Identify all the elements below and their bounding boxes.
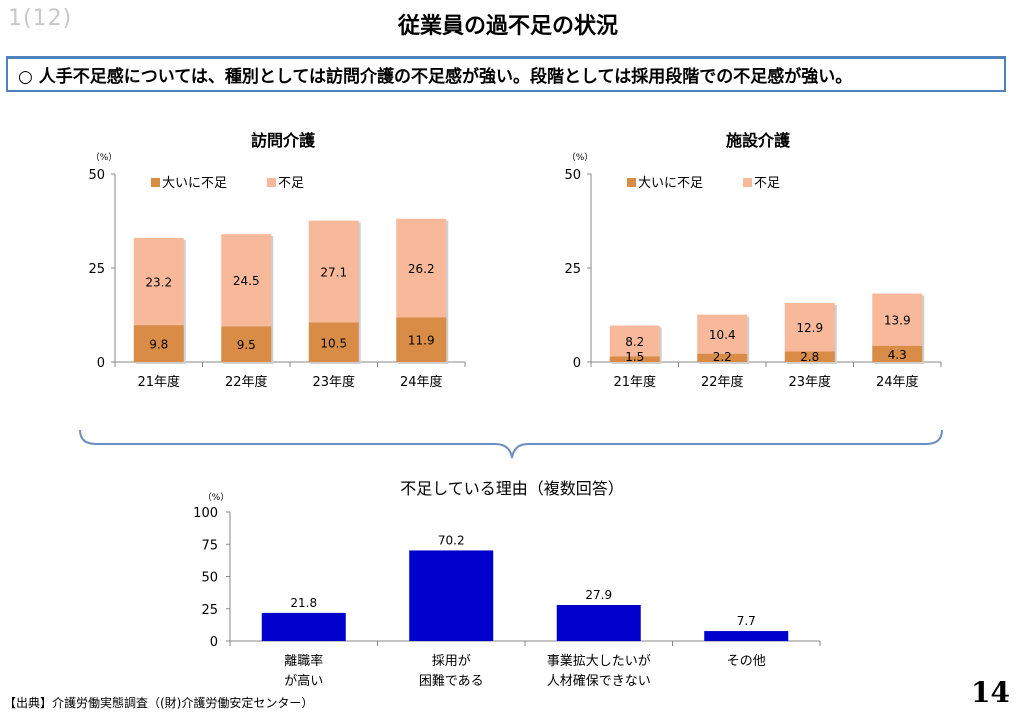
data-label-severe: 11.9: [408, 334, 435, 348]
data-label-shortage: 24.5: [233, 274, 260, 288]
summary-text: ○ 人手不足感については、種別としては訪問介護の不足感が強い。段階としては採用段…: [18, 67, 853, 87]
y-tick-label: 0: [210, 635, 218, 650]
legend-label: 不足: [754, 176, 780, 191]
page-number: 14: [971, 676, 1010, 709]
data-label-severe: 9.8: [149, 338, 168, 352]
bracket-brace: [79, 429, 943, 459]
title-rule: [6, 56, 1006, 58]
bar-shortage: [872, 293, 923, 346]
legend-swatch: [743, 178, 752, 187]
data-label-severe: 2.8: [800, 350, 819, 364]
x-tick-label: 採用が: [432, 654, 471, 669]
data-label-shortage: 10.4: [709, 328, 736, 342]
chart-title: 施設介護: [726, 131, 791, 150]
data-label-severe: 4.3: [888, 348, 907, 362]
y-tick-label: 25: [201, 603, 218, 618]
data-label: 70.2: [438, 533, 465, 547]
legend-swatch: [267, 178, 276, 187]
x-tick-label: 人材確保できない: [547, 673, 651, 689]
y-tick-label: 25: [88, 262, 105, 277]
x-tick-label: 23年度: [312, 374, 355, 390]
x-tick-label: 24年度: [876, 374, 919, 390]
bar-severe-shortage: [697, 353, 748, 362]
bar-reason: [556, 605, 641, 641]
chart-title: 不足している理由（複数回答）: [400, 479, 624, 498]
legend-label: 大いに不足: [638, 176, 703, 191]
legend-label: 不足: [278, 176, 304, 191]
bar-shortage: [221, 234, 272, 327]
bar-shortage: [609, 325, 660, 357]
x-tick-label: 事業拡大したいが: [547, 653, 651, 669]
x-tick-label: が高い: [284, 673, 323, 689]
bar-shortage: [308, 220, 359, 323]
y-tick-label: 50: [88, 168, 105, 183]
bar-reason: [261, 612, 346, 641]
data-label-severe: 2.2: [713, 350, 732, 364]
data-label: 7.7: [737, 614, 756, 628]
data-label-severe: 10.5: [320, 336, 347, 350]
y-tick-label: 0: [573, 356, 581, 371]
legend-swatch: [151, 178, 160, 187]
slide-number: 1(12): [8, 6, 73, 31]
bar-reason: [409, 550, 494, 641]
x-tick-label: 21年度: [137, 374, 180, 390]
source-note: 【出典】介護労働実態調査（(財)介護労働安定センター）: [4, 696, 314, 710]
bar-reason: [704, 631, 789, 641]
y-tick-label: 100: [193, 506, 218, 521]
data-label-shortage: 8.2: [625, 335, 644, 349]
x-tick-label: 離職率: [284, 653, 323, 669]
data-label-shortage: 12.9: [796, 321, 823, 335]
data-label-shortage: 23.2: [145, 276, 172, 290]
y-tick-label: 25: [564, 262, 581, 277]
data-label: 27.9: [585, 588, 612, 602]
data-label-shortage: 27.1: [320, 266, 347, 280]
x-tick-label: 22年度: [701, 374, 744, 390]
x-tick-label: 21年度: [613, 374, 656, 390]
data-label-severe: 9.5: [237, 338, 256, 352]
bar-severe-shortage: [784, 351, 835, 362]
legend-swatch: [627, 178, 636, 187]
x-tick-label: 困難である: [419, 674, 484, 689]
y-tick-label: 0: [97, 356, 105, 371]
y-unit-label: （%）: [203, 492, 230, 503]
y-tick-label: 50: [201, 571, 218, 586]
summary-box: ○ 人手不足感については、種別としては訪問介護の不足感が強い。段階としては採用段…: [6, 58, 1006, 92]
bar-severe-shortage: [133, 325, 184, 362]
y-tick-label: 50: [564, 168, 581, 183]
data-label: 21.8: [290, 596, 317, 610]
x-tick-label: 23年度: [788, 374, 831, 390]
bar-shortage: [396, 218, 447, 318]
bar-shortage: [133, 237, 184, 326]
y-unit-label: （%）: [567, 152, 594, 163]
page-title: 従業員の過不足の状況: [397, 14, 618, 39]
data-label-shortage: 13.9: [884, 314, 911, 328]
y-tick-label: 75: [201, 538, 218, 553]
bar-shortage: [697, 314, 748, 354]
bar-severe-shortage: [609, 356, 660, 362]
data-label-shortage: 26.2: [408, 262, 435, 276]
bar-severe-shortage: [308, 322, 359, 362]
x-tick-label: 24年度: [400, 374, 443, 390]
y-unit-label: （%）: [91, 152, 118, 163]
bar-shortage: [784, 302, 835, 352]
chart-title: 訪問介護: [251, 131, 316, 150]
bar-severe-shortage: [221, 326, 272, 362]
bar-severe-shortage: [396, 317, 447, 362]
data-label-severe: 1.5: [625, 350, 644, 364]
x-tick-label: その他: [727, 654, 766, 669]
bar-severe-shortage: [872, 345, 923, 362]
x-tick-label: 22年度: [225, 374, 268, 390]
legend-label: 大いに不足: [162, 176, 227, 191]
